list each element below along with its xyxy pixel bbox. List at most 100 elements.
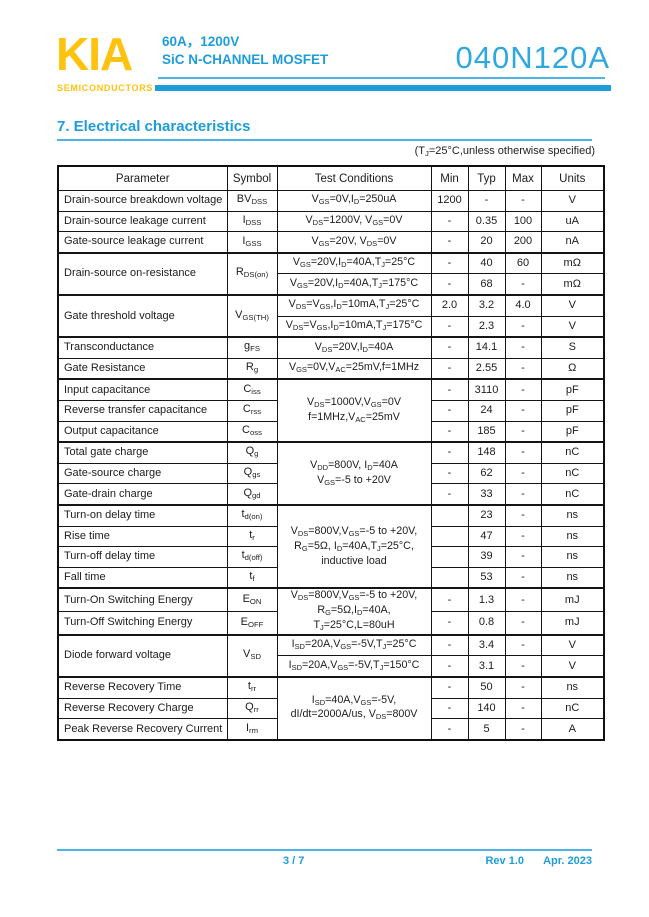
param-cell: Turn-Off Switching Energy [57, 611, 228, 636]
param-cell: Peak Reverse Recovery Current [57, 718, 228, 741]
min-cell: - [430, 718, 469, 741]
typ-cell: 24 [467, 399, 506, 422]
max-cell: - [504, 462, 542, 485]
param-cell: Diode forward voltage [57, 633, 228, 678]
table-row: Total gate charge Qg VDD=800V, ID=40A VGS=-… [57, 441, 605, 506]
max-cell: - [504, 315, 542, 338]
test-conditions-cell: VDS=VGS,ID=10mA,TJ=175°C [276, 315, 432, 338]
units-cell: nC [540, 441, 605, 464]
conditions-note: (TJ=25°C,unless otherwise specified) [414, 145, 595, 158]
max-cell: 4.0 [504, 293, 542, 317]
typ-cell: 5 [467, 718, 506, 741]
section-title: 7. Electrical characteristics [57, 118, 251, 135]
test-conditions-cell: VDS=800V,VGS=-5 to +20V, RG=5Ω,ID=40A, TJ=… [276, 587, 432, 636]
min-cell: - [430, 587, 469, 613]
test-conditions-cell: VDS=20V,ID=40A [276, 336, 432, 359]
symbol-cell: gFS [226, 336, 278, 359]
max-cell: - [504, 566, 542, 589]
test-conditions-cell: VGS=20V, VDS=0V [276, 231, 432, 254]
table-row: Gate-source leakage current IGSS VGS=20V, … [57, 231, 605, 254]
symbol-cell: IDSS [226, 210, 278, 233]
typ-cell: - [467, 190, 506, 212]
units-cell: nC [540, 462, 605, 485]
min-cell: - [430, 251, 469, 275]
units-cell: V [540, 315, 605, 338]
param-cell: Reverse Recovery Charge [57, 697, 228, 720]
table-row: Peak Reverse Recovery Current Irm -5- A [57, 718, 605, 741]
param-cell: Reverse Recovery Time [57, 676, 228, 699]
kia-logo: KIA [56, 28, 133, 80]
max-cell: - [504, 420, 542, 443]
max-cell: 200 [504, 231, 542, 254]
units-cell: ns [540, 676, 605, 699]
units-cell: V [540, 655, 605, 678]
min-cell: - [430, 676, 469, 699]
min-cell: - [430, 378, 469, 401]
logo-subtitle: SEMICONDUCTORS [57, 83, 154, 93]
param-cell: Gate-source charge [57, 462, 228, 485]
max-cell: - [504, 525, 542, 548]
header-rule-thick [155, 85, 611, 91]
param-cell: Gate-source leakage current [57, 231, 228, 254]
param-cell: Turn-off delay time [57, 546, 228, 568]
table-row: Input capacitance Ciss VDS=1000V,VGS=0V f=1… [57, 378, 605, 443]
typ-cell: 50 [467, 676, 506, 699]
min-cell: - [430, 273, 469, 296]
typ-cell: 3.4 [467, 633, 506, 657]
min-cell: - [430, 611, 469, 636]
param-cell: Input capacitance [57, 378, 228, 401]
header-max: Max [504, 165, 542, 191]
param-cell: Turn-on delay time [57, 503, 228, 527]
table-header-row: Parameter Symbol Test Conditions Min Typ… [57, 165, 605, 191]
units-cell: mΩ [540, 251, 605, 275]
typ-cell: 40 [467, 251, 506, 275]
units-cell: A [540, 718, 605, 741]
test-conditions-cell: VDS=1200V, VGS=0V [276, 210, 432, 233]
units-cell: pF [540, 399, 605, 422]
header-symbol: Symbol [226, 165, 278, 191]
header-parameter: Parameter [57, 165, 228, 191]
units-cell: ns [540, 546, 605, 568]
units-cell: V [540, 633, 605, 657]
header-rule-thin [158, 77, 605, 79]
product-description: 60A，1200V SiC N-CHANNEL MOSFET [162, 33, 328, 69]
symbol-cell: Qgd [226, 483, 278, 506]
symbol-cell: EON [226, 587, 278, 613]
typ-cell: 140 [467, 697, 506, 720]
units-cell: ns [540, 525, 605, 548]
symbol-cell: Ciss [226, 378, 278, 401]
header-min: Min [430, 165, 469, 191]
param-cell: Reverse transfer capacitance [57, 399, 228, 422]
max-cell: - [504, 676, 542, 699]
max-cell: - [504, 483, 542, 506]
symbol-cell: tr [226, 525, 278, 548]
table-row: Drain-source on-resistance RDS(on) VGS=20V… [57, 251, 605, 296]
param-cell: Drain-source breakdown voltage [57, 190, 228, 212]
test-conditions-cell: VGS=0V,ID=250uA [276, 190, 432, 212]
symbol-cell: Crss [226, 399, 278, 422]
min-cell: - [430, 441, 469, 464]
section-underline [57, 139, 592, 141]
table-body: Drain-source breakdown voltage BVDSS VGS=0… [57, 190, 605, 741]
test-conditions-cell: VDS=800V,VGS=-5 to +20V, RG=5Ω, ID=40A,TJ… [276, 503, 432, 589]
table-row: Reverse Recovery Time trr ISD=40A,VGS=-5V,… [57, 676, 605, 741]
symbol-cell: IGSS [226, 231, 278, 254]
max-cell: - [504, 273, 542, 296]
symbol-cell: BVDSS [226, 190, 278, 212]
test-conditions-cell: VDS=1000V,VGS=0V f=1MHz,VAC=25mV [276, 378, 432, 443]
test-conditions-cell: VGS=0V,VAC=25mV,f=1MHz [276, 357, 432, 380]
param-cell: Drain-source on-resistance [57, 251, 228, 296]
typ-cell: 3110 [467, 378, 506, 401]
symbol-cell: Coss [226, 420, 278, 443]
units-cell: ns [540, 566, 605, 589]
max-cell: - [504, 357, 542, 380]
electrical-characteristics-table: Parameter Symbol Test Conditions Min Typ… [57, 165, 605, 741]
max-cell: 60 [504, 251, 542, 275]
units-cell: pF [540, 420, 605, 443]
table-row: Diode forward voltage VSD ISD=20A,VGS=-5V,… [57, 633, 605, 678]
table-row: Turn-on delay time td(on) VDS=800V,VGS=-5 … [57, 503, 605, 589]
typ-cell: 3.2 [467, 293, 506, 317]
typ-cell: 68 [467, 273, 506, 296]
typ-cell: 1.3 [467, 587, 506, 613]
typ-cell: 148 [467, 441, 506, 464]
